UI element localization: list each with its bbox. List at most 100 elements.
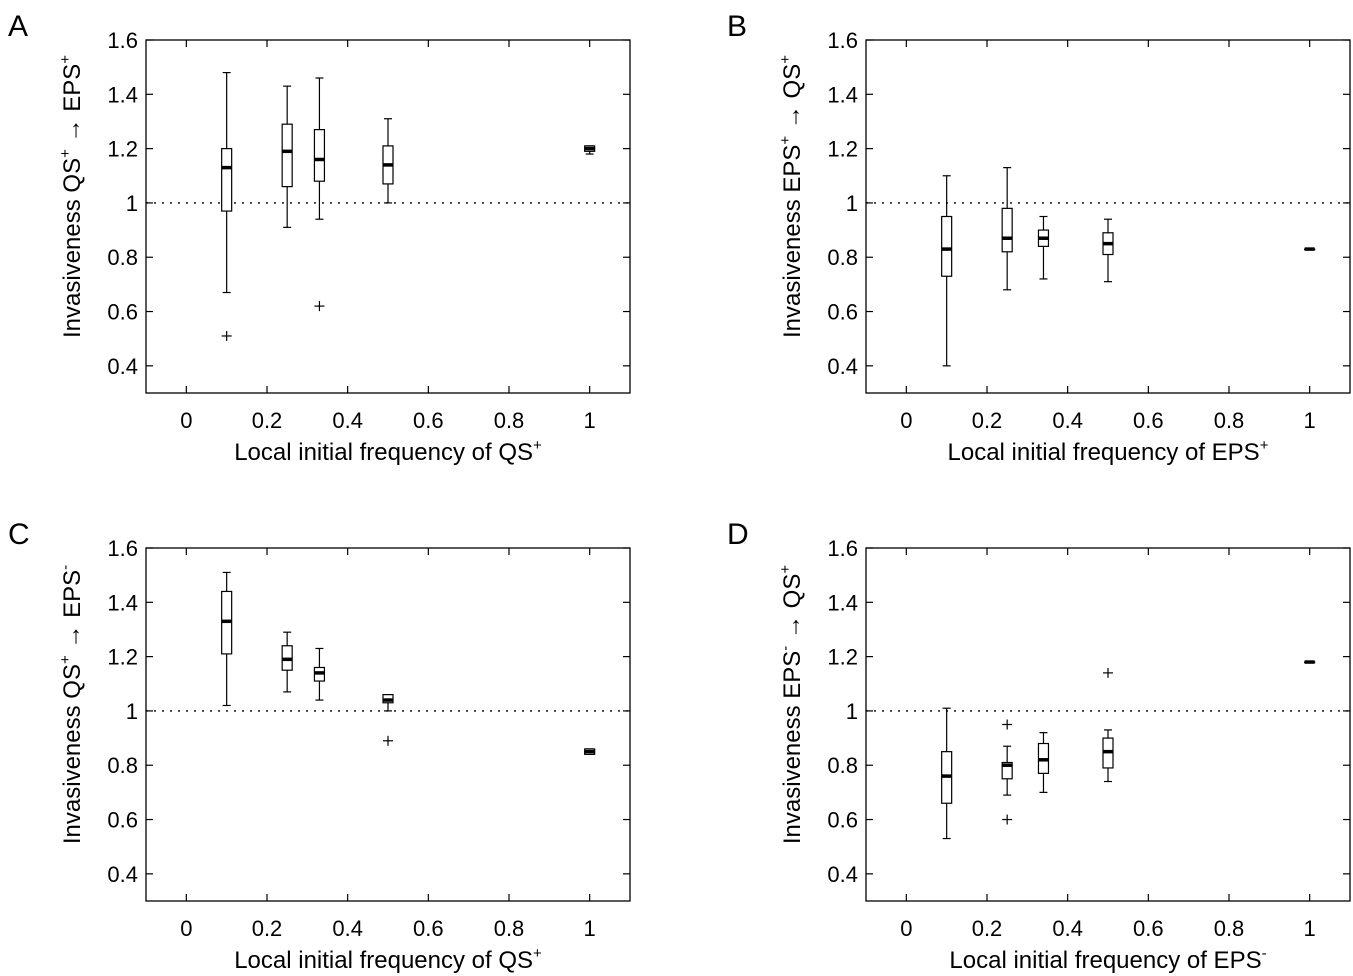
y-axis-title-part: QS: [59, 664, 86, 699]
y-tick-label: 0.4: [827, 862, 858, 887]
y-tick-label: 1.4: [107, 82, 138, 107]
outlier-marker: [1002, 719, 1013, 730]
y-tick-label: 1.6: [827, 536, 858, 561]
box-x-0.25: [1001, 719, 1013, 825]
x-axis-title: Local initial frequency of QS+: [234, 945, 542, 974]
outlier-marker: [1002, 814, 1013, 825]
x-axis-title-sup: +: [533, 437, 542, 454]
box-iqr: [313, 129, 326, 182]
y-tick-label: 1.6: [107, 28, 138, 53]
x-axis-title-main: Local initial frequency of EPS: [948, 439, 1260, 466]
y-tick-label: 1.4: [107, 590, 138, 615]
plot-frame: [145, 39, 631, 394]
y-tick-label: 1.2: [107, 645, 138, 670]
x-axis-title-main: Local initial frequency of QS: [234, 439, 533, 466]
box-x-0.34: [1037, 215, 1050, 280]
y-tick-label: 1.6: [107, 536, 138, 561]
x-tick-label: 0.2: [252, 916, 283, 941]
y-tick-label: 1.6: [827, 28, 858, 53]
y-axis-title-part: EPS: [59, 64, 86, 112]
box-x-1: [1304, 247, 1316, 251]
box-x-0.1: [221, 571, 233, 707]
x-tick-label: 0.8: [1214, 916, 1245, 941]
arrow-icon: →: [779, 608, 806, 645]
y-axis-title: Invasiveness QS+ → EPS-: [57, 565, 86, 844]
x-tick-label: 0.6: [413, 408, 444, 433]
y-tick-label: 1.2: [827, 645, 858, 670]
x-tick-label: 0.4: [332, 408, 363, 433]
x-tick-label: 0.6: [1133, 916, 1164, 941]
y-axis-title-sup: +: [57, 655, 74, 664]
x-tick-label: 0.4: [1052, 408, 1083, 433]
y-axis-title-part: Invasiveness: [779, 699, 806, 844]
box-iqr: [281, 123, 293, 188]
y-tick-label: 0.8: [107, 753, 138, 778]
outlier-marker: [383, 735, 393, 746]
box-x-0.33: [313, 77, 326, 312]
y-tick-label: 0.6: [827, 808, 858, 833]
y-tick-label: 0.6: [107, 808, 138, 833]
y-tick-label: 1.2: [107, 137, 138, 162]
y-tick-label: 0.6: [107, 300, 138, 325]
box-x-0.25: [281, 85, 293, 228]
x-tick-label: 0.8: [494, 408, 525, 433]
x-tick-label: 0.8: [494, 916, 525, 941]
box-iqr: [1001, 207, 1013, 253]
box-x-0.5: [382, 118, 394, 204]
panel-c: C 0.4 0.6 0.8 1 1.2 1.4 1.6 0 0.2 0.4 0.6 0.8 1 Local …: [8, 518, 631, 974]
x-tick-label: 1: [584, 408, 596, 433]
panel-letter: C: [8, 518, 30, 551]
y-axis-title-sup: +: [777, 136, 794, 145]
y-axis-title-sup: +: [777, 55, 794, 64]
panel-letter: A: [8, 10, 28, 43]
box-x-0.34: [1037, 732, 1050, 793]
box-x-1: [584, 145, 596, 155]
box-x-1: [1304, 660, 1316, 664]
x-tick-label: 0: [180, 408, 192, 433]
x-tick-label: 1: [1304, 916, 1316, 941]
box-x-1: [584, 748, 596, 755]
panel-letter: B: [727, 10, 747, 43]
y-axis-title-part: QS: [779, 574, 806, 609]
arrow-icon: →: [59, 112, 86, 149]
x-tick-label: 0: [900, 916, 912, 941]
y-tick-label: 1.4: [827, 82, 858, 107]
y-axis-title-sup: +: [57, 149, 74, 158]
y-tick-label: 1.4: [827, 590, 858, 615]
box-iqr: [221, 148, 233, 212]
y-axis-title: Invasiveness EPS- → QS+: [777, 565, 806, 844]
x-tick-label: 0.6: [413, 916, 444, 941]
box-x-0.25: [1001, 167, 1013, 291]
x-axis-title-main: Local initial frequency of QS: [234, 947, 533, 974]
x-axis-title-sup: +: [1260, 437, 1269, 454]
y-tick-label: 0.8: [107, 245, 138, 270]
x-axis-title: Local initial frequency of EPS+: [948, 437, 1269, 466]
box-x-0.1: [941, 175, 953, 367]
y-tick-label: 0.6: [827, 300, 858, 325]
y-axis-title-sup: -: [57, 565, 74, 570]
y-axis-title-part: Invasiveness: [59, 193, 86, 338]
panel-letter: D: [727, 518, 749, 551]
y-tick-label: 0.8: [827, 245, 858, 270]
plot-frame: [865, 39, 1351, 394]
y-tick-label: 1: [846, 699, 858, 724]
box-iqr: [941, 215, 953, 277]
outlier-marker: [221, 330, 232, 341]
y-axis-title-part: EPS: [59, 570, 86, 618]
panel-a: A 0.4 0.6 0.8 1 1.2 1.4 1.6 0 0.2 0.4 0.6 0.8 1 Local …: [8, 10, 631, 466]
x-tick-label: 0: [180, 916, 192, 941]
arrow-icon: →: [59, 618, 86, 655]
y-tick-label: 1.2: [827, 137, 858, 162]
y-axis-title-part: QS: [779, 64, 806, 99]
y-axis-title-part: Invasiveness: [59, 699, 86, 844]
plot-frame: [865, 547, 1351, 902]
y-axis-title-part: Invasiveness: [779, 193, 806, 338]
y-tick-label: 1: [846, 191, 858, 216]
y-axis-title-part: QS: [59, 158, 86, 193]
y-tick-label: 0.8: [827, 753, 858, 778]
arrow-icon: →: [779, 98, 806, 135]
x-tick-label: 0.4: [1052, 916, 1083, 941]
x-axis-title: Local initial frequency of QS+: [234, 437, 542, 466]
x-axis-title-main: Local initial frequency of EPS: [949, 947, 1261, 974]
x-axis-title-sup: -: [1262, 945, 1267, 962]
